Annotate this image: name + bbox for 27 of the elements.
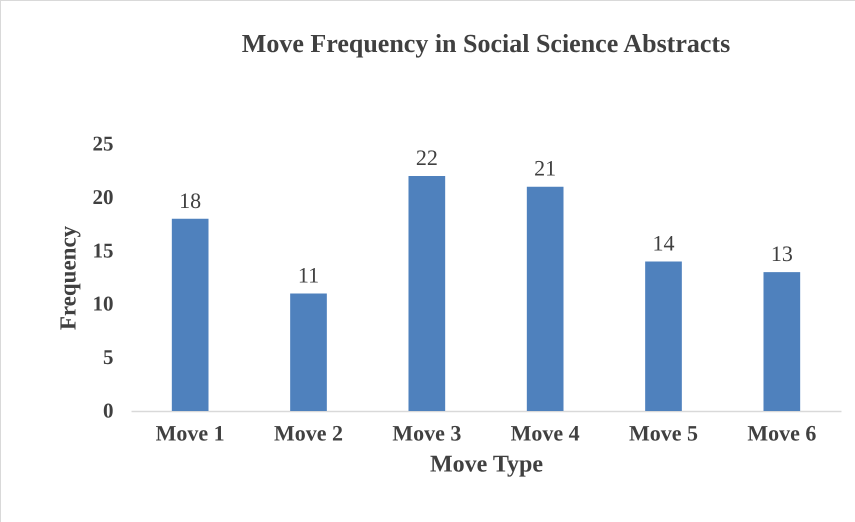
x-axis-title: Move Type [430, 452, 544, 478]
y-tick-label: 10 [92, 292, 114, 316]
bar [526, 186, 564, 411]
y-axis-title: Frequency [56, 225, 80, 330]
data-label: 18 [179, 188, 202, 213]
y-tick-label: 5 [103, 345, 114, 370]
x-tick-label: Move 2 [274, 420, 344, 446]
bar [763, 272, 800, 411]
data-label: 11 [298, 262, 320, 288]
x-tick-label: Move 6 [747, 420, 816, 446]
data-label: 22 [416, 145, 438, 170]
y-tick-label: 25 [92, 132, 114, 156]
y-tick-label: 20 [92, 184, 114, 209]
data-label: 14 [652, 230, 674, 256]
data-label: 21 [534, 156, 556, 181]
bar [290, 294, 327, 411]
x-tick-label: Move 5 [628, 420, 698, 446]
chart-title: Move Frequency in Social Science Abstracts [242, 29, 730, 58]
data-label: 13 [770, 241, 793, 266]
x-tick-label: Move 4 [510, 420, 580, 446]
bar [645, 261, 682, 411]
y-tick-label: 0 [103, 398, 114, 422]
bar [172, 218, 209, 411]
x-tick-label: Move 3 [392, 420, 462, 446]
bar [408, 176, 446, 411]
x-tick-label: Move 1 [156, 420, 225, 446]
y-tick-label: 15 [92, 238, 114, 262]
